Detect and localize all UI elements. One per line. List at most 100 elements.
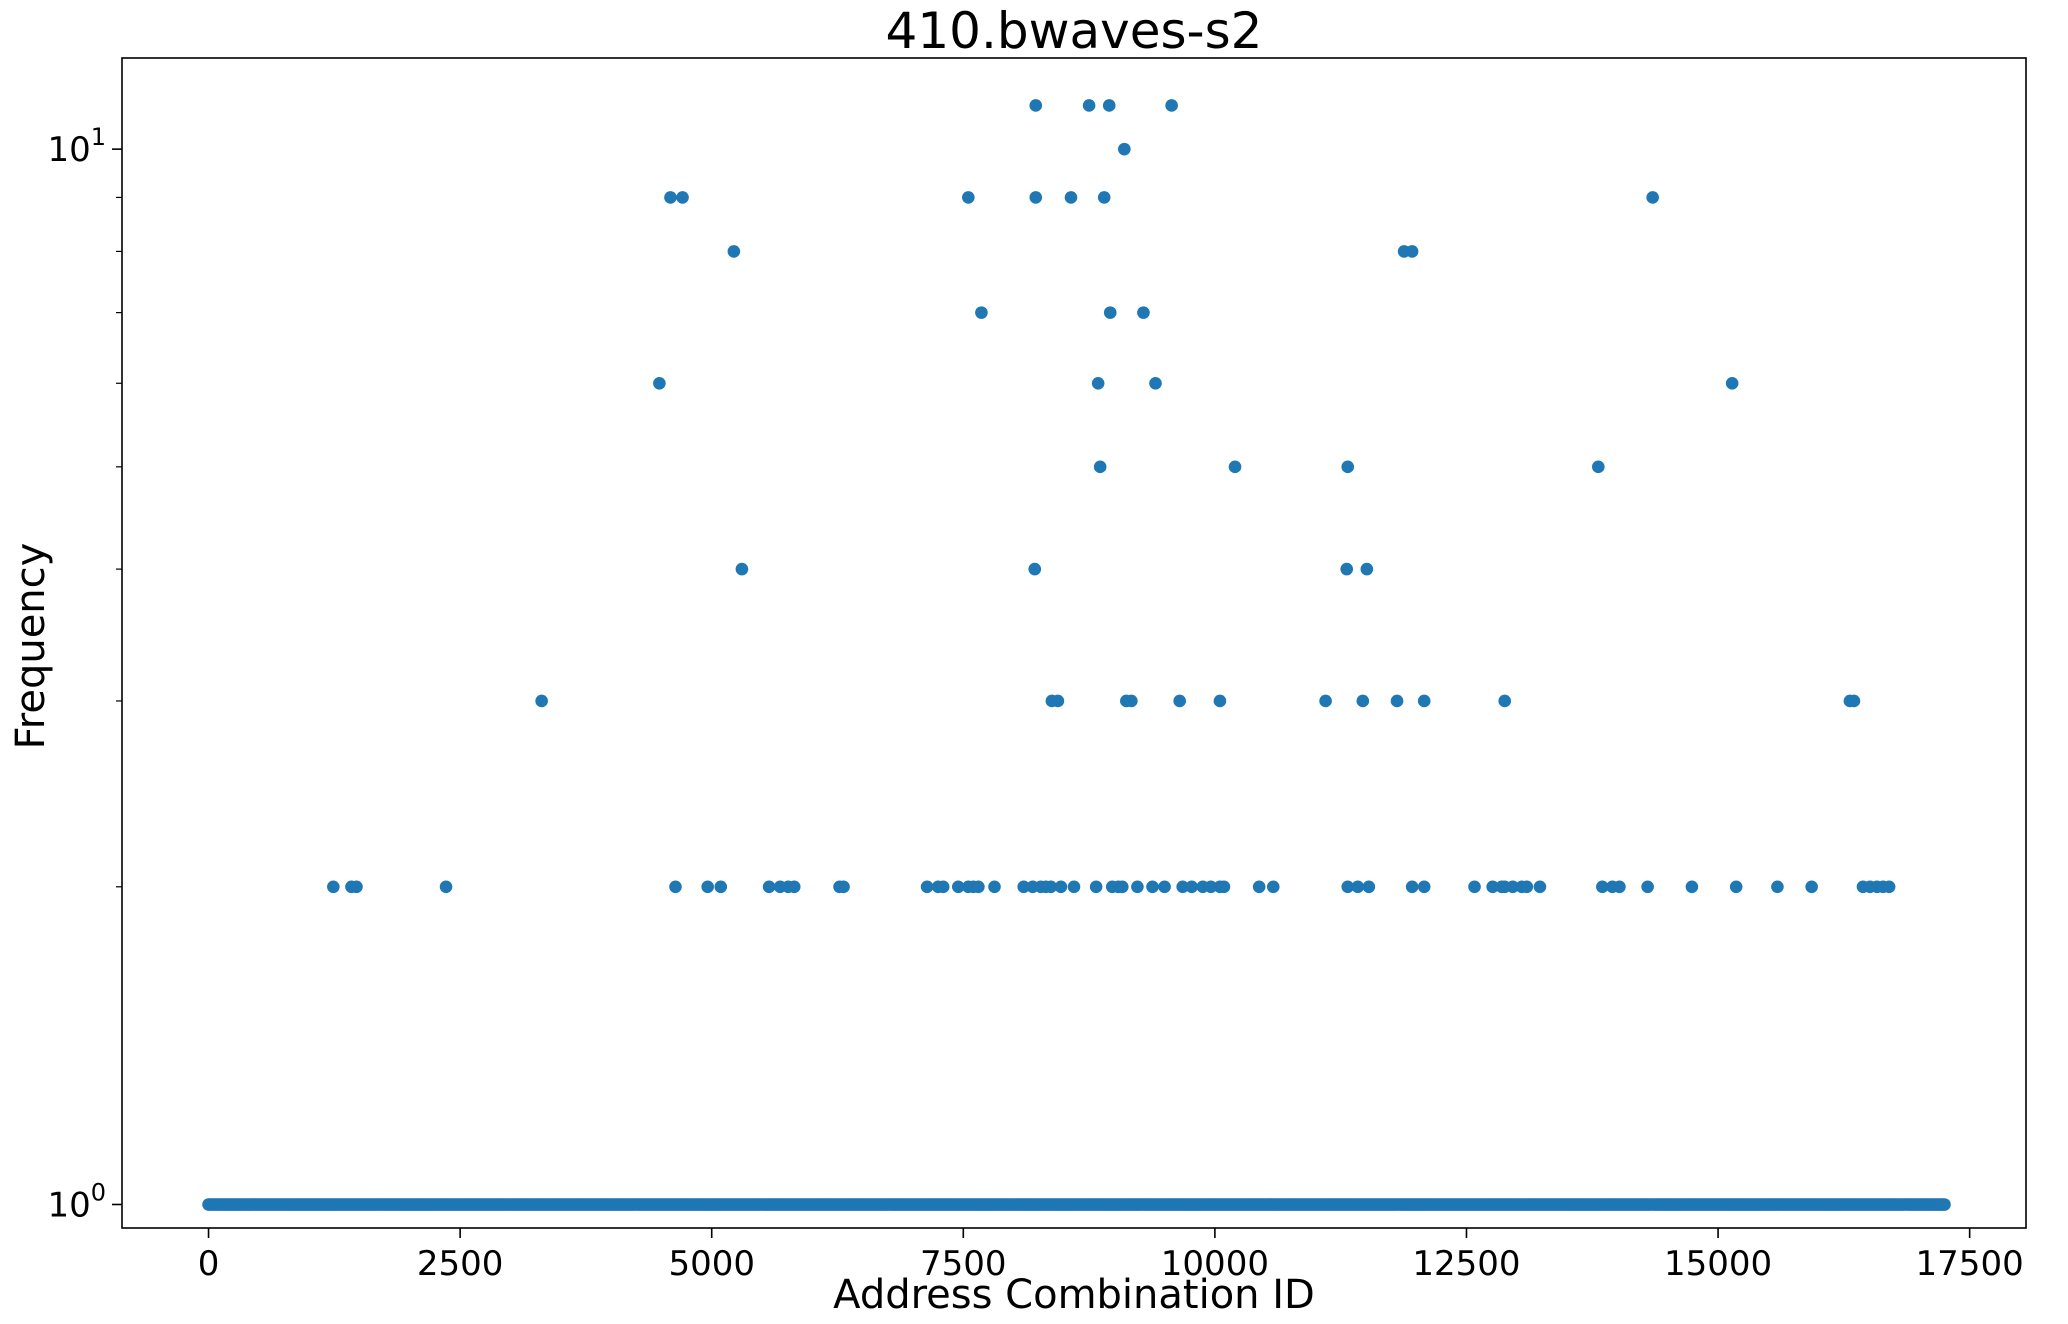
data-point: [1417, 880, 1431, 894]
data-point: [1613, 880, 1626, 894]
data-point: [714, 880, 728, 894]
data-point: [1805, 880, 1818, 894]
data-point: [962, 191, 975, 204]
data-points: [202, 99, 1951, 1211]
data-point: [1165, 99, 1178, 112]
x-tick-label: 17500: [1916, 1244, 2024, 1284]
data-point: [1417, 694, 1431, 708]
data-point: [1017, 880, 1030, 894]
data-point: [1118, 142, 1131, 156]
chart-title: 410.bwaves-s2: [886, 2, 1263, 60]
data-point: [1029, 191, 1043, 204]
data-point: [1641, 880, 1654, 894]
y-tick-label: 101: [47, 123, 106, 170]
data-point: [1051, 694, 1065, 708]
data-point: [1685, 880, 1699, 894]
data-point: [988, 880, 1001, 894]
data-point: [701, 880, 714, 894]
data-point: [837, 880, 850, 894]
y-tick-label: 100: [47, 1178, 106, 1225]
x-tick-label: 0: [198, 1244, 220, 1284]
data-point: [1340, 562, 1354, 576]
data-point: [1266, 880, 1280, 894]
data-point: [972, 880, 985, 894]
data-point: [1029, 99, 1043, 112]
data-point: [1213, 694, 1227, 708]
data-point: [439, 880, 453, 894]
data-point: [1725, 376, 1739, 390]
x-tick-label: 7500: [920, 1244, 1007, 1284]
data-point: [1054, 880, 1068, 894]
plot-frame: [121, 57, 2027, 1229]
data-point: [1486, 880, 1499, 894]
data-point: [1089, 880, 1103, 894]
data-point: [1146, 880, 1159, 894]
data-point: [1592, 460, 1605, 474]
data-point: [1356, 694, 1370, 708]
data-point: [1097, 191, 1111, 204]
data-point: [1064, 191, 1078, 204]
data-point: [1533, 880, 1547, 894]
data-point: [1468, 880, 1481, 894]
data-point: [350, 880, 363, 894]
data-point: [975, 306, 988, 319]
data-point: [1498, 694, 1512, 708]
x-tick-label: 15000: [1664, 1244, 1772, 1284]
data-point: [1102, 99, 1116, 112]
data-point: [1646, 191, 1659, 204]
data-point: [1252, 880, 1266, 894]
x-axis-label: Address Combination ID: [833, 1272, 1315, 1318]
data-point: [1405, 245, 1419, 258]
data-point: [787, 880, 801, 894]
data-point: [1125, 694, 1138, 708]
data-point: [1103, 306, 1117, 319]
x-axis: 0 2500 5000 7500 10000 12500 15000 17500: [198, 1228, 2024, 1284]
data-point: [1390, 694, 1404, 708]
x-tick-label: 2500: [417, 1244, 504, 1284]
data-point: [1091, 376, 1105, 390]
data-point: [1137, 306, 1150, 319]
data-point-baseline: [1938, 1198, 1951, 1211]
data-point: [535, 694, 548, 708]
data-point: [1217, 880, 1231, 894]
data-point: [1771, 880, 1784, 894]
y-axis-label: Frequency: [8, 543, 54, 750]
data-point: [1596, 880, 1609, 894]
data-point: [1082, 99, 1096, 112]
data-point: [1176, 880, 1189, 894]
data-point: [1729, 880, 1743, 894]
data-point: [1362, 880, 1376, 894]
x-tick-label: 10000: [1161, 1244, 1269, 1284]
data-point: [1360, 562, 1374, 576]
data-point: [676, 191, 689, 204]
data-point: [1116, 880, 1129, 894]
data-point: [1067, 880, 1081, 894]
data-point: [1351, 880, 1365, 894]
data-point: [1520, 880, 1534, 894]
x-tick-label: 12500: [1412, 1244, 1520, 1284]
data-point: [1044, 880, 1058, 894]
data-point: [735, 562, 749, 576]
data-point: [653, 376, 666, 390]
data-point: [1028, 562, 1042, 576]
data-point: [1228, 460, 1242, 474]
data-point: [1093, 460, 1107, 474]
data-point: [327, 880, 340, 894]
data-point: [951, 880, 965, 894]
data-point: [1405, 880, 1419, 894]
data-point: [920, 880, 934, 894]
data-point: [1185, 880, 1199, 894]
data-point: [727, 245, 741, 258]
data-point: [762, 880, 776, 894]
data-point: [936, 880, 950, 894]
data-point: [1158, 880, 1171, 894]
x-tick-label: 5000: [668, 1244, 755, 1284]
data-point: [664, 191, 677, 204]
data-point: [1847, 694, 1861, 708]
data-point: [1341, 460, 1355, 474]
data-point: [1319, 694, 1332, 708]
data-point: [1506, 880, 1520, 894]
data-point: [1204, 880, 1218, 894]
